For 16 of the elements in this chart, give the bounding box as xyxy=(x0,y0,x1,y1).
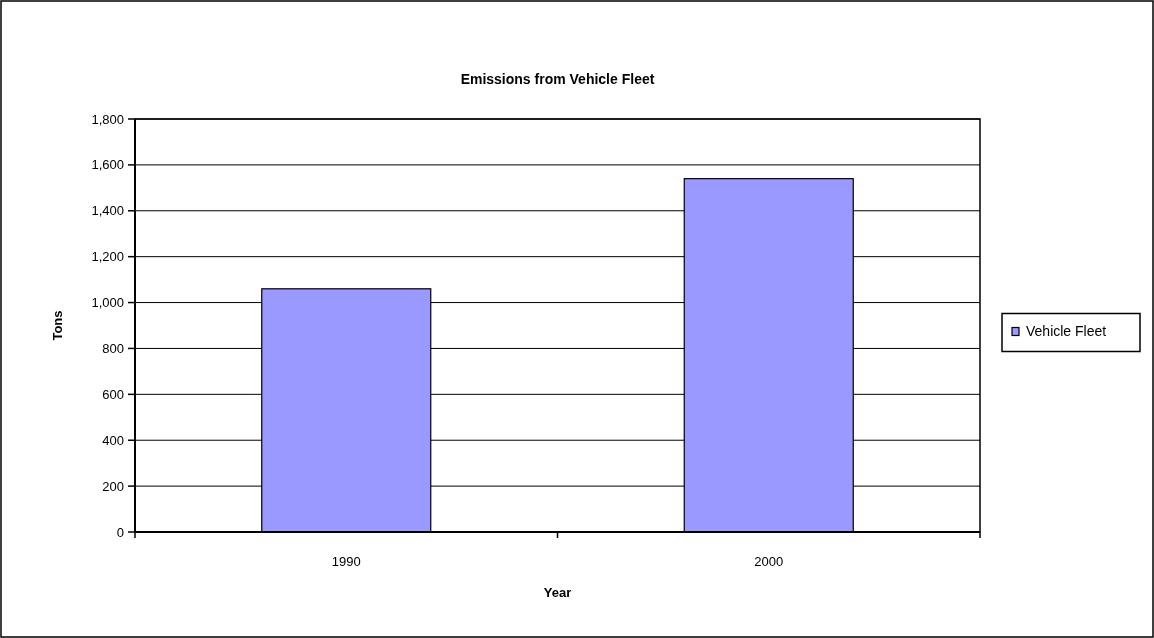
legend-label: Vehicle Fleet xyxy=(1026,323,1107,340)
y-tick-label: 1,000 xyxy=(91,295,124,311)
y-axis-title: Tons xyxy=(50,310,65,341)
y-tick-label: 600 xyxy=(102,386,124,402)
y-tick-label: 400 xyxy=(102,432,124,448)
x-axis-title: Year xyxy=(543,585,572,600)
y-tick-label: 1,400 xyxy=(91,203,124,219)
x-tick-label: 2000 xyxy=(754,554,784,569)
y-tick-label: 1,200 xyxy=(91,249,124,265)
x-tick-label: 1990 xyxy=(331,554,361,569)
y-tick-label: 200 xyxy=(102,478,124,494)
y-tick-label: 1,800 xyxy=(91,111,124,127)
y-tick-label: 800 xyxy=(102,340,124,356)
y-tick-label: 0 xyxy=(116,524,124,540)
y-tick-label: 1,600 xyxy=(91,157,124,173)
chart-title: Emissions from Vehicle Fleet xyxy=(460,71,655,87)
